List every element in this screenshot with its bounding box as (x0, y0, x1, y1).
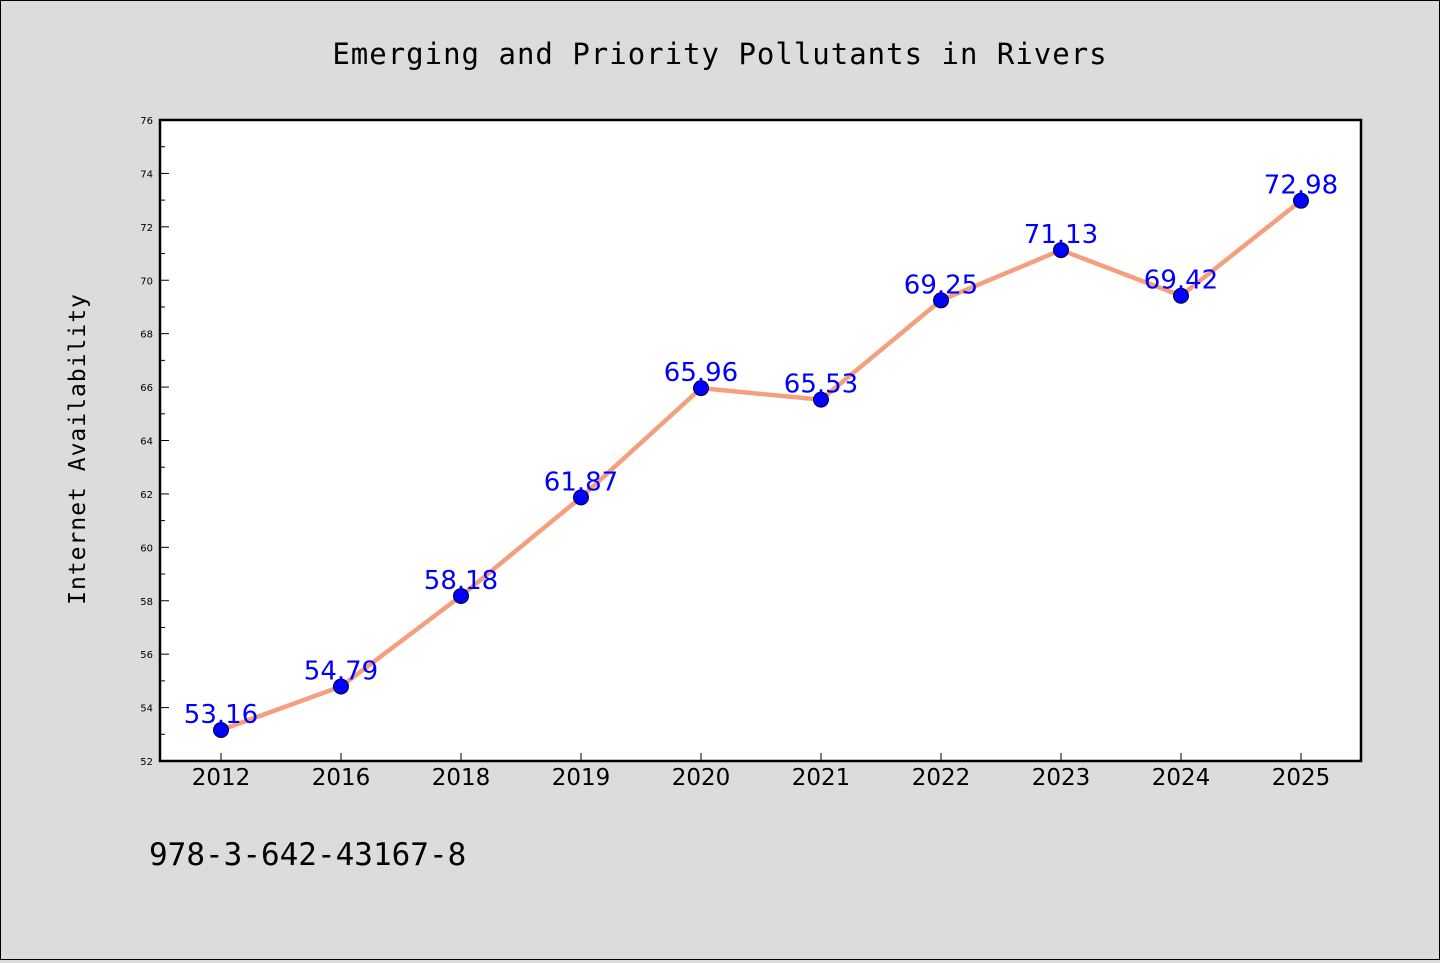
y-tick-label: 76 (140, 116, 153, 127)
data-label: 61.87 (544, 467, 618, 497)
data-point (1173, 287, 1189, 304)
y-tick-label: 54 (140, 704, 153, 715)
data-label: 72.98 (1264, 171, 1338, 201)
data-label: 71.13 (1024, 220, 1098, 250)
x-tick-label: 2016 (312, 765, 371, 791)
data-label: 65.96 (664, 358, 738, 388)
data-series (213, 192, 1309, 739)
x-tick-label: 2023 (1032, 765, 1091, 791)
series-line (218, 198, 1304, 733)
y-tick-label: 74 (140, 169, 153, 180)
x-tick-label: 2019 (552, 765, 611, 791)
y-tick-label: 60 (140, 543, 153, 554)
data-point (333, 678, 349, 695)
plot-area (158, 118, 1363, 763)
y-axis-label: Internet Availability (65, 293, 91, 605)
data-label: 53.16 (184, 700, 258, 730)
data-label: 65.53 (784, 370, 858, 400)
y-tick-label: 72 (140, 223, 153, 234)
data-point (213, 722, 229, 739)
x-tick-label: 2020 (672, 765, 731, 791)
chart-title: Emerging and Priority Pollutants in Rive… (332, 37, 1107, 71)
data-label: 58.18 (424, 566, 498, 596)
y-tick-label: 64 (140, 437, 153, 448)
data-label: 69.25 (904, 270, 978, 300)
x-tick-label: 2024 (1152, 765, 1211, 791)
data-labels: 53.16 54.79 58.18 61.87 65.96 65.53 69.25 71.13… (184, 171, 1338, 730)
y-tick-label: 52 (140, 757, 153, 768)
x-tick-label: 2021 (792, 765, 851, 791)
y-tick-label: 62 (140, 490, 153, 501)
x-tick-label: 2012 (192, 765, 251, 791)
footnote-isbn: 978-3-642-43167-8 (149, 837, 466, 873)
x-tick-label: 2022 (912, 765, 971, 791)
x-tick-label: 2025 (1272, 765, 1331, 791)
x-tick-label: 2018 (432, 765, 491, 791)
data-point (453, 587, 469, 604)
data-point (1053, 242, 1069, 259)
data-point (1293, 192, 1309, 209)
y-tick-label: 66 (140, 383, 153, 394)
y-axis: 52 54 56 58 60 62 64 66 68 70 72 74 76 (140, 116, 169, 768)
y-tick-label: 56 (140, 650, 153, 661)
data-label: 54.79 (304, 656, 378, 686)
data-point (693, 380, 709, 397)
data-point (813, 391, 829, 408)
data-point (573, 489, 589, 506)
y-tick-label: 58 (140, 597, 153, 608)
y-tick-label: 70 (140, 276, 153, 287)
data-label: 69.42 (1144, 266, 1218, 296)
y-tick-label: 68 (140, 330, 153, 341)
data-point (933, 292, 949, 309)
x-axis: 2012 2016 2018 2019 2020 2021 2022 2023 2024 2025 (192, 753, 1331, 791)
